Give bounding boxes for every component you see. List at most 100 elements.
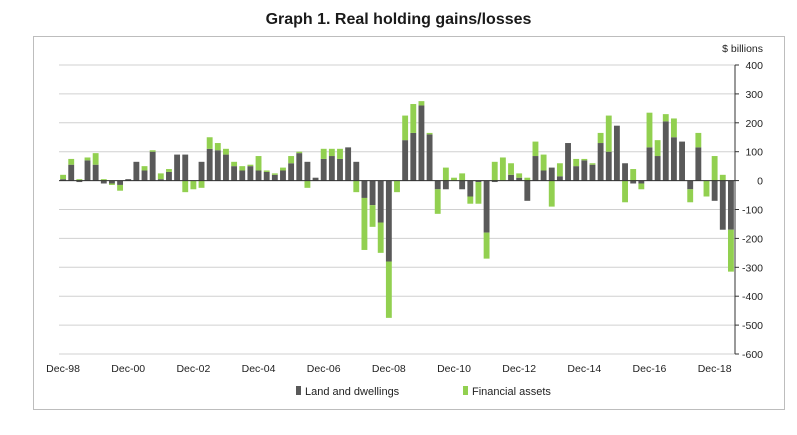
bar-land: [695, 147, 702, 181]
bar-financial: [719, 174, 726, 181]
bar-land: [320, 158, 327, 181]
bar-land: [361, 180, 368, 198]
bar-land: [654, 156, 661, 181]
bar-land: [76, 180, 83, 183]
bar-land: [84, 160, 91, 181]
bar-land: [141, 170, 148, 181]
bar-land: [353, 161, 360, 181]
bar-financial: [646, 112, 653, 148]
bar-land: [524, 180, 531, 201]
y-tick-label: -200: [742, 233, 763, 245]
x-tick-label: Dec-04: [242, 363, 276, 375]
y-tick-label: 300: [745, 89, 763, 101]
legend-swatch-financial: [463, 386, 468, 395]
bar-land: [288, 163, 295, 181]
bar-land: [589, 164, 596, 181]
bar-financial: [206, 137, 213, 149]
bar-financial: [288, 156, 295, 164]
bar-land: [548, 167, 555, 181]
bar-financial: [255, 156, 262, 171]
bar-financial: [231, 161, 238, 167]
bar-land: [263, 171, 270, 181]
bar-financial: [182, 180, 189, 193]
bar-land: [442, 180, 449, 190]
bar-land: [345, 147, 352, 181]
bar-land: [377, 180, 384, 223]
bar-financial: [434, 189, 441, 214]
bar-financial: [117, 184, 124, 191]
bar-land: [369, 180, 376, 206]
bar-financial: [76, 179, 83, 181]
bar-financial: [442, 167, 449, 181]
bar-financial: [581, 158, 588, 161]
bar-land: [239, 170, 246, 181]
bar-land: [605, 151, 612, 181]
bar-land: [540, 170, 547, 181]
chart-title: Graph 1. Real holding gains/losses: [265, 11, 532, 28]
bar-land: [711, 180, 718, 201]
bar-land: [109, 180, 115, 184]
bar-land: [117, 180, 124, 185]
bar-land: [247, 166, 254, 181]
bar-land: [467, 180, 474, 197]
bar-financial: [353, 180, 360, 193]
bar-land: [719, 180, 726, 230]
bar-financial: [638, 183, 645, 190]
bar-land: [646, 147, 653, 181]
bar-financial: [605, 115, 612, 152]
bar-financial: [459, 173, 466, 181]
bar-financial: [491, 161, 498, 181]
bar-land: [214, 150, 221, 181]
bar-land: [508, 174, 514, 181]
y-tick-label: -500: [742, 320, 763, 332]
bar-financial: [60, 174, 67, 180]
bar-land: [60, 179, 67, 181]
bar-land: [92, 164, 99, 181]
bar-financial: [141, 166, 148, 171]
bar-land: [630, 180, 637, 184]
bar-financial: [296, 151, 303, 154]
x-tick-label: Dec-10: [437, 363, 471, 375]
bar-financial: [385, 261, 392, 318]
bar-land: [304, 161, 311, 181]
y-tick-label: -400: [742, 291, 763, 303]
bar-land: [125, 179, 132, 181]
bar-financial: [214, 143, 221, 151]
bar-land: [727, 180, 734, 230]
bar-financial: [68, 158, 75, 165]
bar-financial: [556, 163, 563, 177]
bar-financial: [695, 132, 702, 148]
x-tick-label: Dec-06: [307, 363, 341, 375]
bar-financial: [467, 196, 474, 204]
x-tick-label: Dec-12: [502, 363, 536, 375]
y-tick-label: 400: [745, 60, 763, 72]
y-tick-label: -600: [742, 349, 763, 361]
bar-land: [182, 154, 189, 181]
bar-financial: [190, 180, 197, 190]
x-tick-label: Dec-00: [111, 363, 145, 375]
bar-financial: [508, 163, 514, 175]
bar-land: [402, 140, 409, 181]
bar-land: [296, 153, 303, 181]
x-tick-label: Dec-14: [567, 363, 601, 375]
bar-financial: [84, 157, 91, 161]
bar-financial: [328, 148, 335, 157]
bar-financial: [361, 197, 368, 250]
x-tick-label: Dec-18: [698, 363, 732, 375]
bar-financial: [369, 205, 376, 227]
bar-land: [597, 143, 604, 181]
bar-financial: [280, 167, 286, 171]
bar-financial: [239, 166, 246, 171]
legend-label-land: Land and dwellings: [305, 386, 400, 398]
legend-label-financial: Financial assets: [472, 386, 551, 398]
bar-land: [662, 121, 669, 181]
bar-financial: [247, 164, 254, 167]
bar-financial: [402, 115, 409, 141]
bar-financial: [597, 132, 604, 144]
y-unit-label: $ billions: [722, 43, 763, 55]
bar-land: [410, 132, 417, 181]
bar-financial: [703, 180, 710, 197]
bar-land: [231, 166, 238, 181]
x-tick-label: Dec-98: [46, 363, 80, 375]
y-tick-label: 100: [745, 147, 763, 159]
